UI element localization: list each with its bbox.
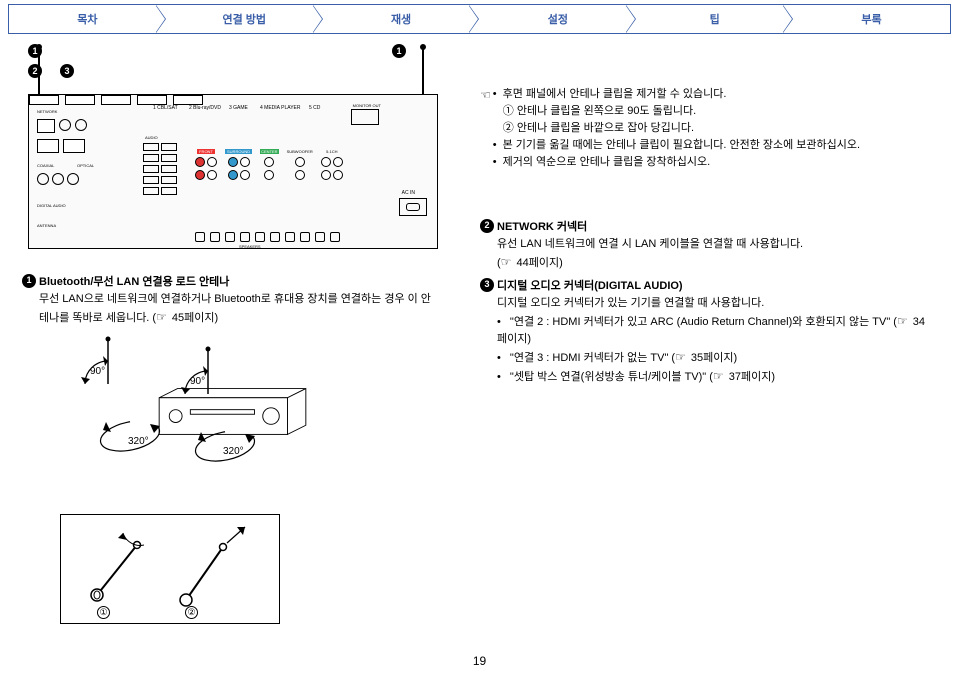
antenna-right [422,48,424,94]
callout-1-right: 1 [392,44,406,58]
arc-90b [165,344,235,414]
digital-label: DIGITAL AUDIO [37,203,66,208]
preout-row: FRONT SURROUND CENTER SUBWOOFER [195,149,343,180]
rotation-diagram: 90° 90° 320° 320° [70,344,370,494]
hdmi-label-3: 3 GAME [229,105,248,111]
inset-num-1: ① [97,606,110,619]
tab-settings[interactable]: 설정 [479,5,636,33]
spk-label: SPEAKERS [239,244,261,249]
antenna-label: ANTENNA [37,223,56,228]
arc-90a [65,334,135,404]
acin-label: AC IN [402,190,415,196]
item-2-page: 44페이지) [517,257,563,269]
audio-label: AUDIO [145,135,158,140]
pointer-icon: ☞ [156,310,167,324]
left-port-block: NETWORK COAXIAL OPTICAL DIGITAL AUDIO AN… [37,115,137,235]
hdmi-label-1: 1 CBL/SAT [153,105,178,111]
item-3-title: 디지털 오디오 커넥터(DIGITAL AUDIO) [497,278,683,295]
callout-3: 3 [60,64,74,78]
sub-label: SUBWOOFER [287,149,313,154]
antenna-description: 1 Bluetooth/무선 LAN 연결용 로드 안테나 무선 LAN으로 네… [22,274,437,327]
antenna-clip-inset: ① ② [60,514,280,624]
speaker-terminals [195,232,340,242]
num-2: ② [503,122,514,134]
item-1-page: 45페이지) [172,312,218,324]
acin-port [399,198,427,216]
step-1: 안테나 클립을 왼쪽으로 90도 돌립니다. [517,105,696,117]
arc-320b [185,422,265,477]
item-2-badge: 2 [480,219,494,233]
antenna-left [38,48,40,94]
tab-tips[interactable]: 팁 [636,5,793,33]
b3-page: 37페이지) [729,371,775,383]
page-number: 19 [473,654,486,668]
pointer-icon-4: ☞ [675,350,686,364]
pointer-icon-3: ☞ [897,314,908,328]
hdmi-label-2: 2 Blu-ray/DVD [189,105,221,111]
item-1-body: 무선 LAN으로 네트워크에 연결하거나 Bluetooth로 휴대용 장치를 … [39,293,431,324]
note-line-2: 본 기기를 옮길 때에는 안테나 클립이 필요합니다. 안전한 장소에 보관하십… [493,137,930,154]
front-label: FRONT [197,149,215,154]
monitor-port [351,109,379,125]
pointer-icon-5: ☞ [713,369,724,383]
connector-descriptions: 2 NETWORK 커넥터 유선 LAN 네트워크에 연결 시 LAN 케이블을… [480,219,930,386]
pointer-icon-2: ☞ [501,255,512,269]
instructions-top: ☜ 후면 패널에서 안테나 클립을 제거할 수 있습니다. ① 안테나 클립을 … [480,86,930,171]
bullet-1: "연결 2 : HDMI 커넥터가 있고 ARC (Audio Return C… [497,312,930,348]
bullet-3: "셋탑 박스 연결(위성방송 튜너/케이블 TV)" (☞ 37페이지) [497,367,930,386]
note-line-3: 제거의 역순으로 안테나 클립을 장착하십시오. [493,154,930,171]
ch-label: 5.1CH [326,149,337,154]
coaxial-label: COAXIAL [37,163,54,168]
network-label: NETWORK [37,109,57,114]
monitor-label: MONITOR OUT [353,103,381,108]
item-3-body: 디지털 오디오 커넥터가 있는 기기를 연결할 때 사용합니다. [497,295,930,312]
item-1-title: Bluetooth/무선 LAN 연결용 로드 안테나 [39,276,229,288]
item-2-body: 유선 LAN 네트워크에 연결 시 LAN 케이블을 연결할 때 사용합니다. … [497,236,930,272]
hand-icon: ☜ [480,86,491,105]
hdmi-label-4: 4 MEDIA PLAYER [260,105,300,111]
tab-play[interactable]: 재생 [323,5,480,33]
num-1: ① [503,105,514,117]
inset-num-2: ② [185,606,198,619]
b2-page: 35페이지) [691,352,737,364]
center-label: CENTER [260,149,278,154]
item-1-badge: 1 [22,274,36,288]
optical-label: OPTICAL [77,163,94,168]
tab-connect[interactable]: 연결 방법 [166,5,323,33]
page-content: 1 2 3 1 1 CBL/SAT 2 Blu-ray/DVD 3 GAME 4… [0,34,959,634]
step-2: 안테나 클립을 바깥으로 잡아 당깁니다. [517,122,694,134]
item-3-badge: 3 [480,278,494,292]
nav-tabs: 목차 연결 방법 재생 설정 팁 부록 [8,4,951,34]
hdmi-label-5: 5 CD [309,105,320,111]
note-line-1: 후면 패널에서 안테나 클립을 제거할 수 있습니다. [493,86,930,103]
rear-panel-diagram: 1 CBL/SAT 2 Blu-ray/DVD 3 GAME 4 MEDIA P… [28,94,438,249]
bracket-col: AUDIO [143,143,185,208]
surr-label: SURROUND [225,149,252,154]
bullet-2: "연결 3 : HDMI 커넥터가 없는 TV" (☞ 35페이지) [497,348,930,367]
item-2-title: NETWORK 커넥터 [497,219,587,236]
tab-appendix[interactable]: 부록 [793,5,950,33]
clip-svg [61,515,279,623]
arc-320a [90,412,170,467]
tab-toc[interactable]: 목차 [9,5,166,33]
